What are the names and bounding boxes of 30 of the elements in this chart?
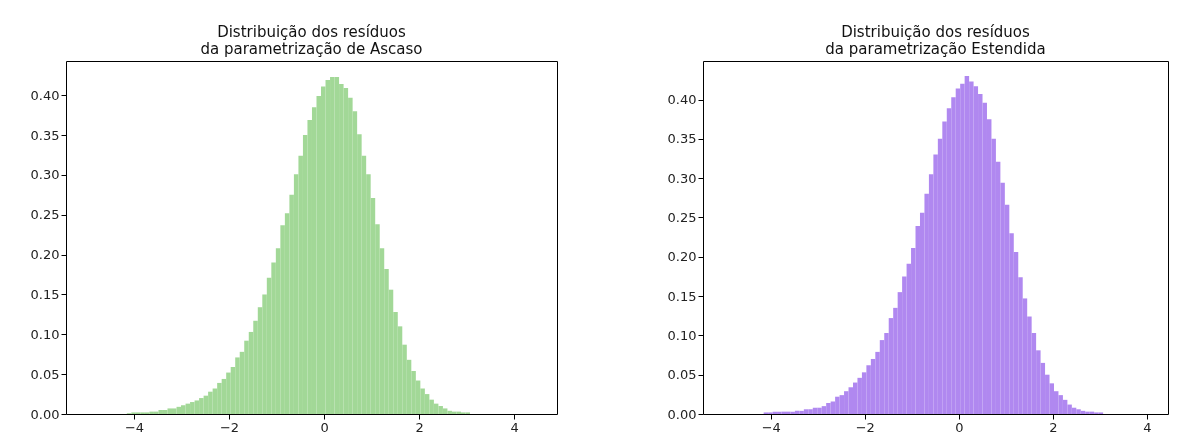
y-tick-label: 0.25 (30, 207, 60, 223)
y-tick-label: 0.10 (667, 327, 697, 343)
chart-title: Distribuição dos resíduos da parametrização Estendida (825, 23, 1046, 58)
x-tick-label: −2 (855, 419, 875, 435)
y-tick-label: 0.40 (30, 87, 60, 103)
y-tick-label: 0.25 (667, 209, 697, 225)
y-tick-label: 0.05 (667, 367, 697, 383)
x-tick-label: 0 (320, 419, 329, 435)
y-tick-label: 0.30 (667, 170, 697, 186)
x-tick-label: 2 (1049, 419, 1058, 435)
x-tick-label: −4 (124, 419, 145, 435)
y-tick-label: 0.05 (30, 366, 60, 382)
y-tick-label: 0.15 (667, 288, 697, 304)
y-tick-label: 0.30 (30, 167, 60, 183)
y-tick-label: 0.15 (30, 286, 60, 302)
y-tick-label: 0.00 (30, 406, 60, 422)
y-tick-label: 0.20 (667, 249, 697, 265)
y-tick-label: 0.35 (30, 127, 60, 143)
y-tick-label: 0.40 (667, 92, 697, 108)
y-tick-label: 0.35 (667, 131, 697, 147)
x-tick-label: 2 (415, 419, 424, 435)
chart-title: Distribuição dos resíduos da parametrização de Ascaso (200, 23, 423, 58)
x-tick-label: 4 (1143, 419, 1152, 435)
x-tick-label: 0 (955, 419, 964, 435)
x-tick-label: −2 (219, 419, 240, 435)
x-tick-label: −4 (761, 419, 781, 435)
x-tick-label: 4 (510, 419, 519, 435)
y-tick-label: 0.00 (667, 406, 697, 422)
y-tick-label: 0.20 (30, 247, 60, 263)
y-tick-label: 0.10 (30, 326, 60, 342)
